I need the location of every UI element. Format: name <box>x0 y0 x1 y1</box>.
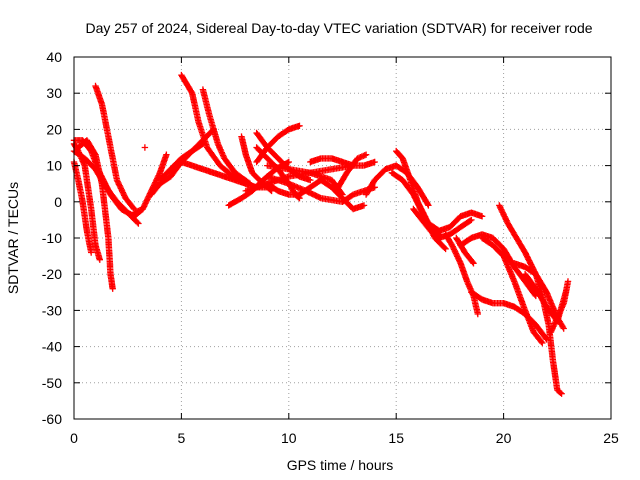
chart-title: Day 257 of 2024, Sidereal Day-to-day VTE… <box>85 20 592 36</box>
x-tick-label: 25 <box>603 430 619 446</box>
marker-trace <box>199 86 254 187</box>
marker-trace <box>141 144 149 151</box>
tick-labels: -60 -50 -40 -30 -20 -10 0 10 20 30 40 0 5 10 15 20 25 <box>42 49 619 446</box>
y-tick-label: 30 <box>46 85 62 101</box>
axis-ticks <box>73 56 612 420</box>
y-tick-label: -40 <box>42 339 62 355</box>
x-tick-label: 0 <box>70 430 78 446</box>
marker-trace <box>332 151 370 195</box>
series-pass-35 <box>478 234 546 347</box>
marker-trace <box>92 82 138 213</box>
y-tick-label: 10 <box>46 158 62 174</box>
series-pass-39 <box>547 278 572 336</box>
x-tick-label: 10 <box>281 430 297 446</box>
series-pass-29 <box>410 205 475 242</box>
series-pass-05 <box>92 82 138 213</box>
x-tick-label: 15 <box>388 430 404 446</box>
y-tick-label: -60 <box>42 411 62 427</box>
marker-trace <box>410 205 475 242</box>
x-axis-label: GPS time / hours <box>287 457 394 473</box>
marker-trace <box>253 144 303 202</box>
series-pass-08 <box>141 144 149 151</box>
series-pass-25 <box>332 151 370 195</box>
y-tick-label: 40 <box>46 49 62 65</box>
y-tick-label: -20 <box>42 266 62 282</box>
marker-trace <box>478 234 546 347</box>
y-tick-label: 0 <box>54 194 62 210</box>
series-pass-30 <box>425 209 486 234</box>
data-series <box>70 71 572 397</box>
marker-trace <box>457 231 539 300</box>
x-tick-label: 5 <box>178 430 186 446</box>
x-tick-label: 20 <box>496 430 512 446</box>
series-pass-22 <box>253 144 303 202</box>
marker-trace <box>425 209 486 234</box>
series-pass-12 <box>199 86 254 187</box>
y-tick-label: 20 <box>46 121 62 137</box>
y-axis-label: SDTVAR / TECUs <box>5 182 21 294</box>
y-tick-label: -50 <box>42 375 62 391</box>
y-tick-label: -30 <box>42 302 62 318</box>
series-pass-33 <box>457 231 539 300</box>
marker-trace <box>547 278 572 336</box>
y-tick-label: -10 <box>42 230 62 246</box>
